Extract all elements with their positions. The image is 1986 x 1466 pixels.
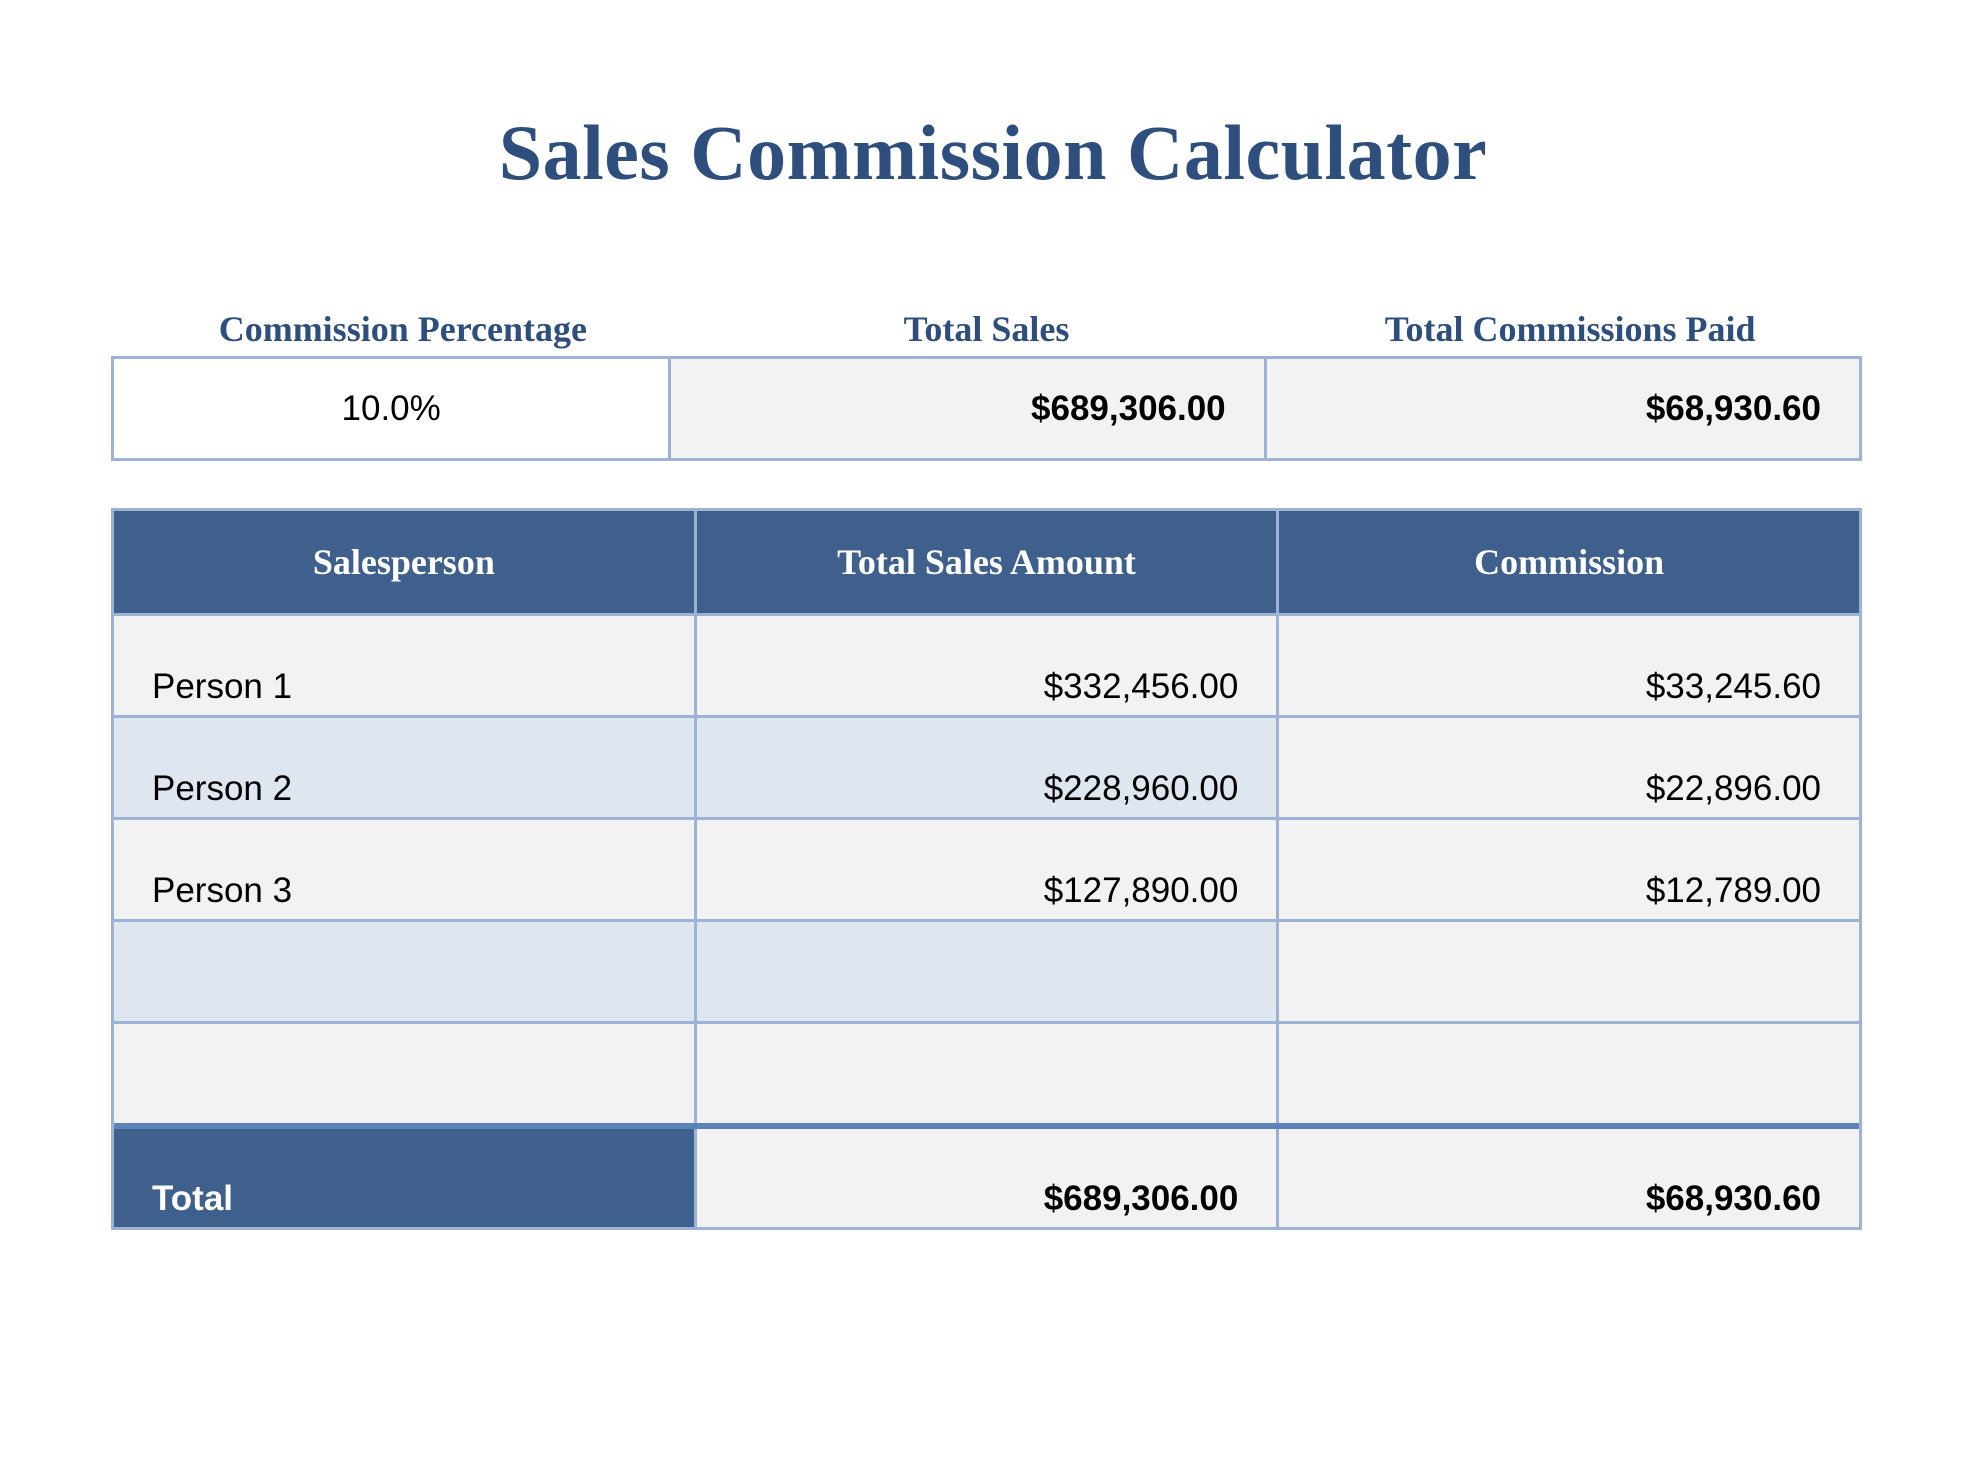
commission-table: Salesperson Total Sales Amount Commissio…: [111, 508, 1862, 1230]
table-row: [114, 1021, 1860, 1123]
table-row: [114, 919, 1860, 1021]
total-sales-amount-total: $689,306.00: [693, 1129, 1277, 1227]
summary-labels: Commission Percentage Total Sales Total …: [111, 308, 1862, 350]
page-title: Sales Commission Calculator: [498, 109, 1488, 196]
salesperson-cell[interactable]: Person 2: [114, 718, 694, 817]
header-salesperson: Salesperson: [312, 542, 495, 582]
salesperson-cell[interactable]: Person 3: [114, 820, 694, 919]
salesperson-cell[interactable]: [114, 1024, 694, 1123]
total-sales-amount-cell[interactable]: $332,456.00: [693, 616, 1277, 715]
header-total-sales-amount: Total Sales Amount: [693, 511, 1277, 613]
table-header-row: Salesperson Total Sales Amount Commissio…: [114, 511, 1859, 613]
commission-cell[interactable]: $22,896.00: [1276, 718, 1860, 817]
total-sales-amount-cell[interactable]: $228,960.00: [693, 718, 1277, 817]
salesperson-cell[interactable]: [114, 922, 694, 1021]
salesperson-cell[interactable]: Person 1: [114, 616, 694, 715]
header-commission: Commission: [1276, 511, 1859, 613]
table-row: Person 3 $127,890.00 $12,789.00: [114, 817, 1860, 919]
commission-percentage-label: Commission Percentage: [218, 309, 587, 349]
total-sales-amount-cell[interactable]: [693, 1024, 1277, 1123]
total-commissions-paid-label: Total Commissions Paid: [1384, 309, 1756, 349]
table-row: Person 2 $228,960.00 $22,896.00: [114, 715, 1860, 817]
table-row: Person 1 $332,456.00 $33,245.60: [114, 613, 1860, 715]
total-commissions-paid-value[interactable]: $68,930.60: [1263, 359, 1859, 458]
total-sales-value[interactable]: $689,306.00: [668, 359, 1264, 458]
total-label: Total: [114, 1129, 694, 1227]
commission-cell[interactable]: $33,245.60: [1276, 616, 1860, 715]
commission-cell[interactable]: $12,789.00: [1276, 820, 1860, 919]
total-sales-amount-cell[interactable]: $127,890.00: [693, 820, 1277, 919]
summary-box: 10.0% $689,306.00 $68,930.60: [111, 356, 1862, 461]
table-total-row: Total $689,306.00 $68,930.60: [114, 1123, 1860, 1227]
commission-total: $68,930.60: [1276, 1129, 1860, 1227]
total-sales-label: Total Sales: [903, 309, 1070, 349]
total-sales-amount-cell[interactable]: [693, 922, 1277, 1021]
commission-cell[interactable]: [1276, 1024, 1860, 1123]
commission-cell[interactable]: [1276, 922, 1860, 1021]
commission-percentage-input[interactable]: 10.0%: [114, 359, 669, 458]
